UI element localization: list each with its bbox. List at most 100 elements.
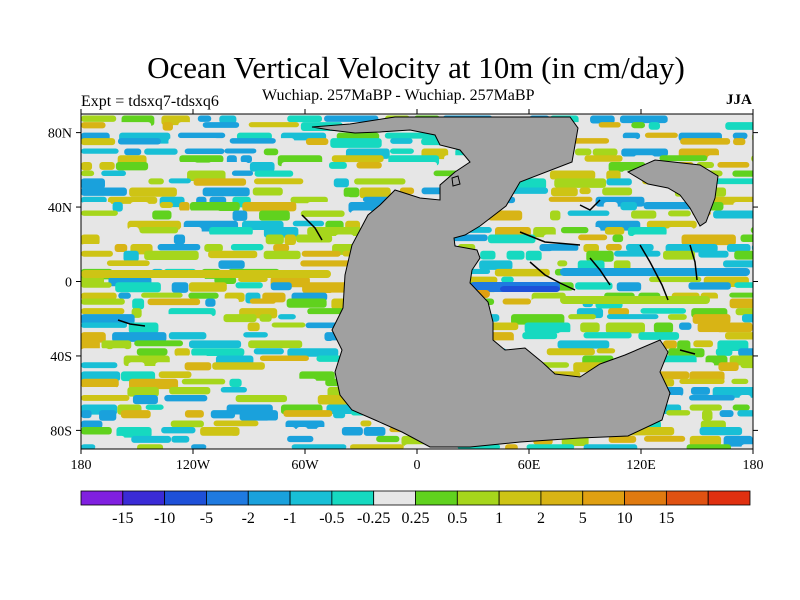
velocity-patch <box>229 138 276 144</box>
velocity-patch <box>735 308 753 316</box>
velocity-patch <box>605 322 645 334</box>
colorbar-label: 15 <box>658 510 674 527</box>
velocity-patch <box>81 202 112 211</box>
coastline-fragments <box>117 199 698 355</box>
velocity-patch <box>590 435 608 447</box>
velocity-patch <box>291 444 347 449</box>
velocity-patch <box>112 420 159 428</box>
velocity-patch <box>129 187 177 197</box>
velocity-patch <box>81 426 112 435</box>
velocity-patch <box>640 308 687 314</box>
pangaea-landmass <box>311 116 671 448</box>
velocity-patch <box>229 378 242 387</box>
velocity-patch <box>726 243 751 252</box>
velocity-patch <box>136 348 168 356</box>
velocity-patch <box>168 332 207 340</box>
colorbar-swatch <box>665 490 709 506</box>
velocity-patch <box>740 362 753 369</box>
velocity-patch <box>494 308 528 315</box>
velocity-patch <box>81 340 100 351</box>
velocity-patch <box>188 292 219 299</box>
velocity-patch <box>524 322 571 334</box>
velocity-patch <box>560 227 589 234</box>
velocity-patch <box>81 410 92 419</box>
velocity-patch <box>209 227 253 236</box>
velocity-patch <box>263 148 279 156</box>
velocity-patch <box>554 178 607 188</box>
velocity-patch <box>255 386 296 397</box>
colorbar-label: 2 <box>537 510 545 527</box>
velocity-patch <box>262 444 282 449</box>
velocity-patch <box>81 371 121 382</box>
velocity-patch <box>292 220 325 227</box>
velocity-patch <box>127 386 159 397</box>
velocity-patch <box>161 426 196 434</box>
velocity-patch <box>631 260 662 271</box>
velocity-patch <box>124 148 142 156</box>
velocity-patch <box>675 426 694 438</box>
velocity-patch <box>723 260 753 268</box>
velocity-patch <box>526 444 575 449</box>
velocity-patch <box>625 243 654 251</box>
velocity-patch <box>560 296 710 304</box>
velocity-patch <box>687 332 722 338</box>
colorbar-swatch <box>415 490 458 506</box>
velocity-patch <box>111 234 166 246</box>
velocity-patch <box>286 298 327 308</box>
velocity-patch <box>183 187 198 199</box>
velocity-patch <box>263 250 301 260</box>
velocity-patch <box>287 115 323 123</box>
velocity-patch <box>638 332 680 340</box>
velocity-patch <box>621 148 669 157</box>
x-tick-label: 60W <box>291 458 319 473</box>
velocity-patch <box>332 420 359 428</box>
velocity-patch <box>586 250 614 262</box>
velocity-patch <box>208 404 224 411</box>
velocity-patch <box>146 314 159 324</box>
velocity-patch <box>114 243 128 253</box>
velocity-patch <box>245 435 261 446</box>
velocity-patch <box>487 234 536 244</box>
colorbar-swatch <box>540 490 584 506</box>
velocity-patch <box>211 394 225 404</box>
velocity-patch <box>328 162 347 169</box>
velocity-patch <box>155 362 173 369</box>
velocity-patch <box>648 122 661 130</box>
velocity-patch <box>165 314 213 323</box>
velocity-patch <box>341 426 363 436</box>
velocity-patch <box>693 340 714 348</box>
velocity-patch <box>528 210 545 217</box>
colorbar-label: 0.5 <box>447 510 467 527</box>
velocity-patch <box>333 178 349 188</box>
velocity-patch <box>584 155 623 162</box>
velocity-patch <box>204 243 223 252</box>
velocity-patch <box>212 362 265 370</box>
velocity-patch <box>732 404 750 411</box>
x-tick-label: 120E <box>626 458 656 473</box>
velocity-patch <box>81 234 100 246</box>
velocity-patch <box>127 210 149 217</box>
velocity-patch <box>232 210 248 221</box>
velocity-patch <box>679 378 725 385</box>
velocity-patch <box>643 202 694 210</box>
velocity-patch <box>157 243 201 251</box>
velocity-patch <box>741 444 753 449</box>
velocity-patch <box>546 348 595 356</box>
velocity-patch <box>397 170 426 180</box>
velocity-patch <box>81 148 119 154</box>
x-axis: 180 120W 60W 0 60E 120E 180 <box>71 109 764 473</box>
velocity-patch <box>81 162 93 171</box>
y-tick-label: 0 <box>65 276 72 291</box>
velocity-patch <box>486 243 528 251</box>
velocity-patch <box>139 227 179 234</box>
velocity-patch <box>608 308 630 316</box>
velocity-patch <box>736 420 753 430</box>
x-tick-label: 60E <box>518 458 541 473</box>
velocity-patch <box>214 444 254 449</box>
velocity-patch <box>590 115 615 124</box>
velocity-patch <box>603 202 618 212</box>
velocity-patch <box>666 410 691 416</box>
colorbar-swatch <box>247 490 291 506</box>
velocity-patch <box>363 426 386 436</box>
velocity-patch <box>115 162 149 171</box>
